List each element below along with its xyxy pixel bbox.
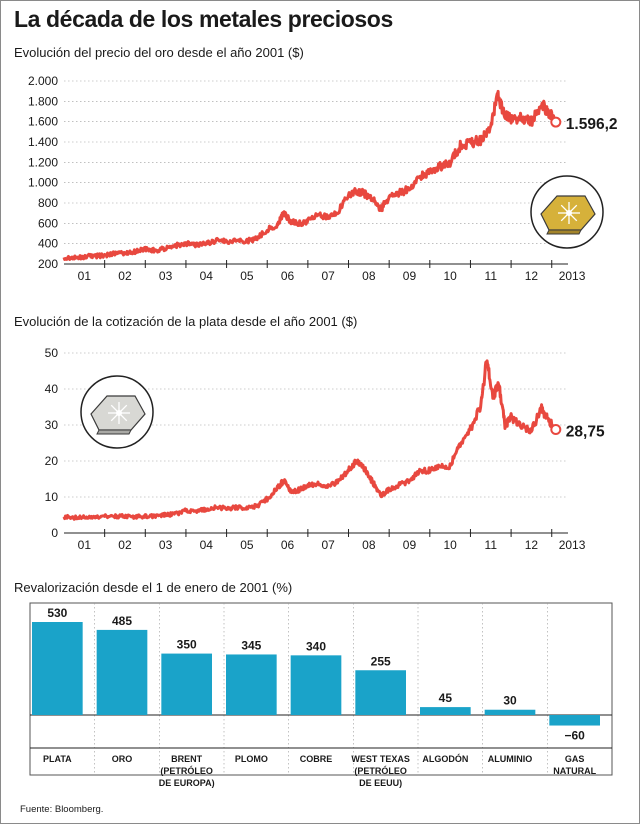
x-tick-label: 09 (403, 538, 417, 552)
y-tick-label: 50 (45, 346, 59, 360)
x-tick-label: 02 (118, 269, 132, 283)
ingot-edge (96, 429, 132, 435)
silver-chart-title: Evolución de la cotización de la plata d… (14, 314, 358, 329)
x-tick-label: 07 (322, 269, 336, 283)
sparkle-center (116, 410, 122, 416)
y-tick-label: 1.000 (28, 176, 58, 190)
source-note: Fuente: Bloomberg. (20, 804, 104, 815)
bar-value-label: 30 (503, 694, 517, 708)
gold-ingot-icon (530, 175, 604, 249)
x-tick-label: 04 (200, 269, 214, 283)
x-tick-label: 12 (525, 269, 539, 283)
bar (161, 653, 212, 715)
x-tick-label: 03 (159, 269, 173, 283)
y-tick-label: 1.400 (28, 135, 58, 149)
bar-value-label: 340 (306, 639, 326, 653)
y-tick-label: 600 (38, 216, 58, 230)
category-label: ORO (112, 754, 133, 764)
bar (290, 655, 342, 715)
bar-value-label: 255 (371, 654, 391, 668)
y-tick-label: 1.600 (28, 115, 58, 129)
y-tick-label: 400 (38, 237, 58, 251)
ingot-edge (546, 229, 582, 235)
bar-chart-title: Revalorización desde el 1 de enero de 20… (14, 580, 293, 595)
category-label: PLOMO (235, 754, 268, 764)
x-tick-label: 06 (281, 269, 295, 283)
y-tick-label: 800 (38, 196, 58, 210)
y-tick-label: 10 (45, 490, 59, 504)
x-tick-label: 05 (240, 269, 254, 283)
bar-chart-box (29, 602, 613, 776)
category-label: ALGODÓN (422, 753, 468, 764)
x-tick-label: 2013 (559, 269, 586, 283)
x-tick-label: 11 (485, 269, 498, 283)
price-line (62, 89, 557, 261)
x-tick-label: 06 (281, 538, 295, 552)
sparkle-center (566, 210, 572, 216)
bar-value-label: 45 (439, 691, 453, 705)
category-label: (PETRÓLEO (160, 765, 213, 776)
category-label: DE EUROPA) (159, 778, 215, 788)
y-tick-label: 200 (38, 257, 58, 271)
category-label: (PETRÓLEO (354, 765, 407, 776)
end-value-label: 1.596,2 (566, 116, 618, 133)
bar-value-label: 350 (177, 638, 197, 652)
x-tick-label: 05 (240, 538, 254, 552)
category-label: WEST TEXAS (351, 754, 410, 764)
bar-value-label: 485 (112, 614, 132, 628)
x-tick-label: 07 (322, 538, 336, 552)
x-tick-label: 02 (118, 538, 132, 552)
main-title: La década de los metales preciosos (14, 6, 393, 32)
gold-chart-title: Evolución del precio del oro desde el añ… (14, 45, 304, 60)
bar (484, 709, 536, 715)
y-tick-label: 30 (45, 418, 59, 432)
bar (549, 715, 600, 726)
x-tick-label: 09 (403, 269, 417, 283)
category-label: PLATA (43, 754, 72, 764)
y-tick-label: 1.800 (28, 94, 58, 108)
y-tick-label: 0 (51, 526, 58, 540)
bar (355, 670, 406, 715)
category-label: DE EEUU) (359, 778, 402, 788)
category-label: GAS (565, 754, 585, 764)
x-tick-label: 01 (78, 269, 92, 283)
x-tick-label: 11 (485, 538, 498, 552)
x-tick-label: 10 (443, 538, 457, 552)
x-tick-label: 08 (362, 269, 376, 283)
bar-value-label: −60 (564, 729, 585, 743)
price-line (62, 359, 558, 521)
x-tick-label: 12 (525, 538, 539, 552)
bar (96, 629, 148, 715)
y-tick-label: 2.000 (28, 74, 58, 88)
x-tick-label: 03 (159, 538, 173, 552)
y-tick-label: 1.200 (28, 155, 58, 169)
x-tick-label: 01 (78, 538, 92, 552)
bar-value-label: 345 (241, 638, 261, 652)
end-point-marker (550, 116, 562, 128)
y-tick-label: 40 (45, 382, 59, 396)
bar (226, 654, 277, 715)
end-point-marker (550, 424, 562, 435)
end-value-label: 28,75 (566, 424, 605, 441)
silver-ingot-icon (80, 375, 154, 449)
x-tick-label: 2013 (559, 538, 586, 552)
bar (420, 707, 471, 715)
category-label: ALUMINIO (488, 754, 533, 764)
x-tick-label: 10 (443, 269, 457, 283)
x-tick-label: 08 (362, 538, 376, 552)
bar-value-label: 530 (47, 606, 67, 620)
category-label: NATURAL (553, 766, 596, 776)
category-label: BRENT (171, 754, 203, 764)
y-tick-label: 20 (45, 454, 59, 468)
x-tick-label: 04 (200, 538, 214, 552)
category-label: COBRE (300, 754, 333, 764)
bar (32, 622, 83, 715)
